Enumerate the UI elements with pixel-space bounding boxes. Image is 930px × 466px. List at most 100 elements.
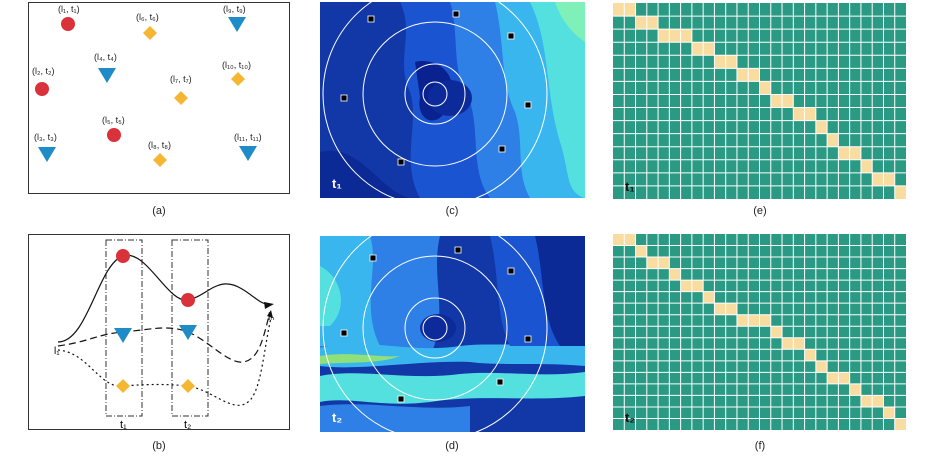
alignment-cell [748, 68, 760, 82]
alignment-cell [793, 337, 805, 350]
caption-d: (d) [445, 440, 459, 452]
alignment-cell [736, 68, 749, 82]
alignment-cell [849, 146, 861, 160]
marker-label: (l₂, t₂) [32, 66, 54, 76]
alignment-cell [725, 55, 737, 69]
alignment-cell [883, 172, 895, 186]
blue-triangle-marker [38, 147, 56, 162]
alignment-cell [646, 16, 659, 30]
alignment-cell [759, 314, 771, 327]
alignment-cell [827, 133, 839, 147]
caption-c: (c) [445, 205, 459, 217]
sample-point [367, 15, 375, 23]
alignment-cell [838, 146, 850, 160]
alignment-cell [849, 383, 861, 396]
sample-point [496, 378, 504, 386]
alignment-cell [669, 29, 681, 43]
alignment-cell [793, 107, 805, 121]
alignment-cell [624, 234, 636, 246]
sample-point [498, 145, 506, 153]
arrowhead [267, 310, 273, 318]
caption-b: (b) [152, 440, 166, 452]
alignment-cell [691, 42, 704, 56]
red-circle-marker [181, 293, 195, 307]
alignment-cell [714, 55, 726, 69]
sample-point [507, 267, 515, 275]
alignment-cell [815, 360, 828, 373]
t2-label: t₂ [184, 419, 191, 430]
marker-label: (l₆, t₆) [136, 12, 159, 22]
alignment-cell [827, 372, 839, 384]
alignment-cell [703, 42, 715, 56]
alignment-cell [894, 418, 906, 430]
alignment-cell [883, 406, 895, 419]
alignment-cell [860, 159, 873, 173]
blue-triangle-marker [114, 328, 132, 343]
panel-a-scatter: (l₁, t₁) (l₆, t₆) (l₉, t₉) (l₂, t₂) (l₄,… [28, 2, 290, 194]
solid-trajectory [57, 254, 269, 343]
panel-b-trajectories: l₁ lₙ t₁ t₂ [28, 234, 290, 430]
marker-label: (l₁₀, t₁₀) [222, 60, 251, 70]
marker-label: (l₇, t₇) [170, 74, 192, 84]
alignment-cell [782, 337, 794, 350]
alignment-cell [646, 257, 659, 269]
orange-diamond-marker [153, 153, 167, 167]
alignment-cell [714, 303, 726, 315]
alignment-cell [860, 395, 873, 407]
time-label: t₁ [332, 176, 342, 191]
alignment-cell [804, 349, 816, 361]
sample-point [452, 10, 460, 18]
orange-diamond-marker [143, 26, 157, 40]
alignment-cell [725, 303, 737, 315]
sample-point [397, 158, 405, 166]
alignment-cell [680, 29, 692, 43]
marker-label: (l₄, t₄) [94, 52, 117, 62]
panel-f-alignment-grid: t₂ [613, 234, 906, 430]
marker-label: (l₅, t₅) [102, 115, 125, 125]
alignment-cell [613, 3, 625, 17]
marker-label: (l₁, t₁) [58, 4, 80, 14]
red-circle-marker [107, 128, 121, 142]
alignment-cell [624, 3, 636, 17]
alignment-cell [613, 234, 625, 246]
alignment-cell [770, 94, 783, 108]
blue-triangle-marker [228, 17, 246, 32]
alignment-cell [635, 16, 647, 30]
orange-diamond-marker [231, 72, 245, 86]
red-circle-marker [35, 82, 49, 96]
blue-triangle-marker [179, 325, 197, 340]
start-label: l₁ [54, 346, 60, 357]
panel-e-alignment-grid: t₁ [613, 3, 906, 199]
marker-label: (l₈, t₈) [148, 140, 171, 150]
alignment-cell [894, 185, 906, 199]
red-circle-marker [116, 249, 130, 263]
sample-point [397, 395, 405, 403]
blue-triangle-marker [98, 68, 116, 83]
caption-e: (e) [753, 205, 767, 217]
alignment-cell [703, 291, 715, 304]
sample-point [454, 246, 462, 254]
orange-diamond-marker [181, 379, 195, 393]
alignment-cell [872, 395, 884, 407]
end-label: lₙ [268, 312, 274, 323]
alignment-cell [872, 172, 884, 186]
alignment-cell [658, 29, 670, 43]
alignment-cell [658, 257, 670, 269]
sample-point [524, 335, 532, 343]
alignment-cell [748, 314, 760, 327]
time-label: t₁ [625, 179, 635, 194]
time-window-t1 [105, 239, 143, 417]
arrowhead [264, 302, 274, 309]
alignment-cell [770, 326, 783, 338]
time-label: t₂ [332, 410, 342, 425]
t1-label: t₁ [120, 419, 127, 430]
alignment-cell [804, 107, 816, 121]
sample-point [507, 32, 515, 40]
orange-diamond-marker [174, 91, 188, 105]
alignment-cell [759, 81, 771, 95]
orange-diamond-marker [116, 379, 130, 393]
alignment-cell [736, 314, 749, 327]
alignment-cell [782, 94, 794, 108]
sample-point [340, 329, 348, 337]
alignment-cell [680, 280, 692, 292]
